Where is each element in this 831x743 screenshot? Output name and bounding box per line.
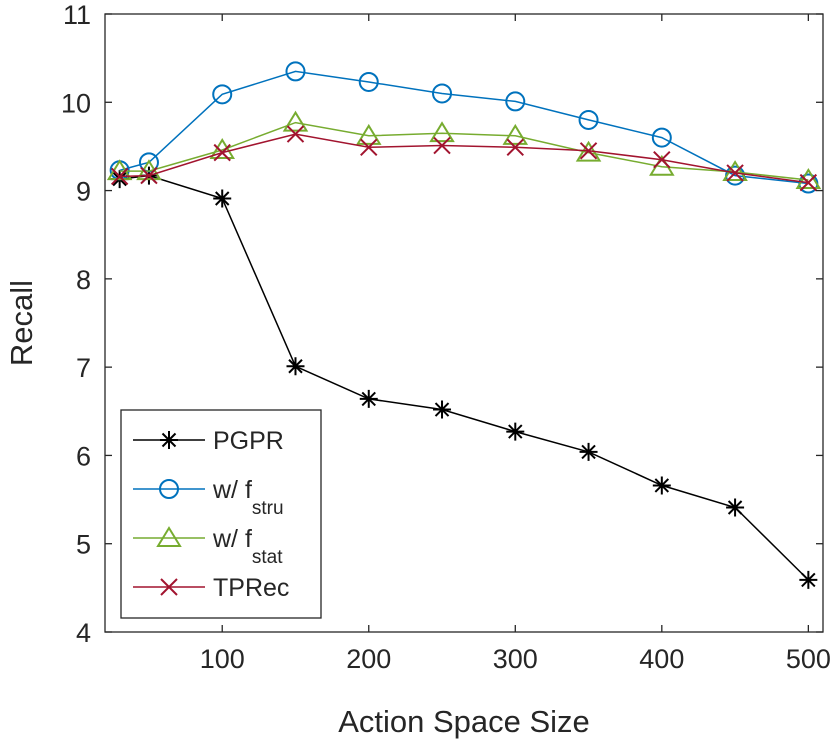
data-point	[429, 121, 455, 143]
series-w-f-stru	[109, 61, 819, 194]
data-point	[502, 123, 529, 145]
axes-box	[104, 13, 824, 633]
data-point	[213, 189, 232, 208]
x-tick-label: 100	[200, 644, 245, 674]
data-point	[282, 110, 309, 132]
data-point	[358, 71, 379, 92]
data-point	[110, 167, 129, 186]
data-point	[212, 84, 233, 105]
x-tick-label: 400	[639, 644, 684, 674]
data-point	[433, 400, 452, 419]
data-point	[360, 138, 378, 157]
series-layer	[106, 61, 822, 589]
y-tick-label: 7	[76, 353, 91, 383]
data-point	[578, 109, 599, 130]
data-point	[722, 160, 748, 182]
data-point	[213, 143, 231, 162]
y-tick-label: 9	[76, 177, 91, 207]
y-tick-label: 8	[76, 265, 91, 295]
ticks-layer: 100 200 300 400 500 4 5 6 7 8 9 10 11	[61, 0, 831, 674]
x-axis-label: Action Space Size	[338, 704, 590, 739]
axes-layer	[104, 13, 824, 633]
data-point	[286, 357, 305, 376]
series-tprec	[110, 125, 818, 192]
legend-label: PGPR	[213, 427, 284, 455]
data-point	[651, 127, 672, 148]
legend-marker	[160, 578, 178, 596]
legend-item: PGPR	[133, 427, 284, 455]
data-point	[286, 125, 305, 143]
data-point	[209, 138, 236, 159]
legend-label-subscript: stru	[252, 498, 284, 519]
y-axis-label: Recall	[4, 280, 39, 366]
data-point	[505, 91, 526, 112]
data-point	[359, 389, 378, 408]
data-point	[432, 83, 453, 104]
legend-label-subscript: stat	[252, 547, 283, 568]
data-point	[653, 150, 671, 169]
data-point	[285, 61, 306, 82]
legend-box	[120, 409, 322, 619]
data-point	[355, 123, 382, 145]
data-point	[652, 476, 671, 495]
x-tick-label: 200	[346, 644, 391, 674]
data-point	[726, 498, 745, 517]
x-tick-label: 500	[786, 644, 831, 674]
legend-item: TPRec	[133, 574, 289, 602]
data-point	[726, 164, 744, 182]
data-point	[579, 442, 598, 461]
data-point	[433, 136, 451, 155]
data-point	[140, 166, 158, 185]
legend-marker	[159, 479, 179, 499]
data-point	[795, 168, 822, 189]
data-point	[506, 138, 524, 157]
data-point	[579, 142, 598, 160]
series-line	[119, 70, 809, 185]
data-point	[799, 173, 818, 192]
series-line	[119, 121, 809, 181]
series-w-f-stat	[106, 110, 822, 189]
legend-marker	[156, 526, 182, 547]
x-tick-label: 300	[493, 644, 538, 674]
y-tick-label: 6	[76, 441, 91, 471]
y-tick-label: 10	[61, 88, 91, 118]
data-point	[799, 570, 818, 589]
legend-label: TPRec	[213, 574, 289, 602]
data-point	[506, 422, 525, 441]
y-tick-label: 5	[76, 530, 91, 560]
legend-marker	[160, 431, 178, 449]
y-tick-label: 4	[76, 618, 91, 648]
y-tick-label: 11	[63, 0, 91, 30]
